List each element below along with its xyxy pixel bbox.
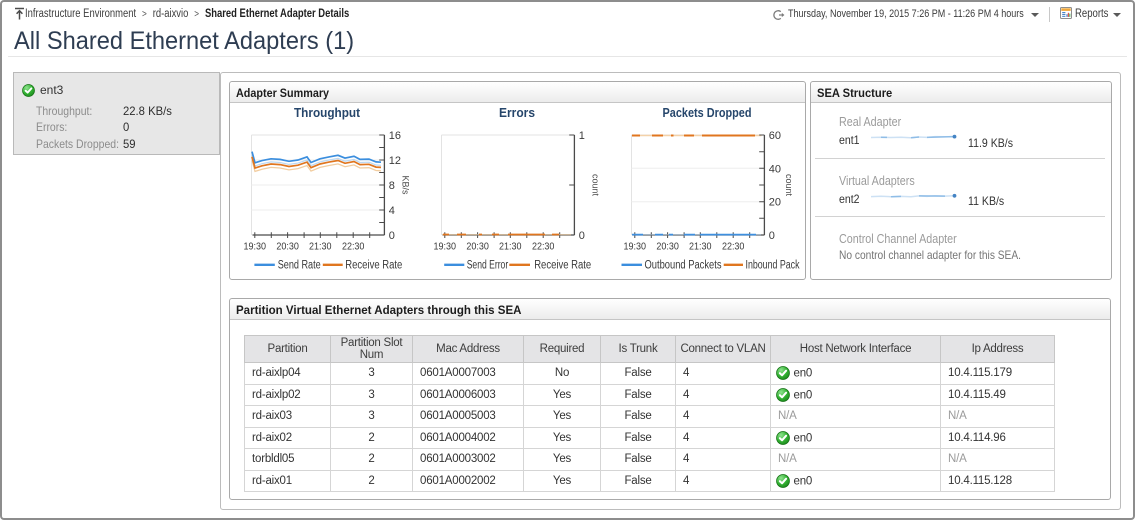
- svg-text:Inbound Pack: Inbound Pack: [746, 260, 800, 272]
- svg-text:Packets Dropped: Packets Dropped: [663, 105, 752, 120]
- svg-text:12: 12: [389, 155, 401, 167]
- svg-text:19:30: 19:30: [434, 241, 457, 253]
- svg-text:20:30: 20:30: [276, 241, 299, 253]
- svg-text:20:30: 20:30: [466, 241, 489, 253]
- svg-text:Send Rate: Send Rate: [278, 260, 321, 272]
- svg-text:Errors: Errors: [499, 105, 535, 120]
- svg-text:21:30: 21:30: [309, 241, 332, 253]
- svg-text:22:30: 22:30: [342, 241, 365, 253]
- svg-text:count: count: [784, 174, 794, 197]
- svg-text:0: 0: [769, 230, 775, 242]
- svg-text:19:30: 19:30: [244, 241, 267, 253]
- svg-text:19:30: 19:30: [624, 241, 647, 253]
- svg-text:Outbound Packets: Outbound Packets: [645, 260, 722, 272]
- svg-text:22:30: 22:30: [722, 241, 745, 253]
- svg-text:4: 4: [389, 205, 395, 217]
- svg-text:8: 8: [389, 180, 395, 192]
- svg-text:60: 60: [769, 130, 781, 142]
- svg-text:16: 16: [389, 130, 401, 142]
- svg-text:Send Error: Send Error: [467, 260, 509, 272]
- svg-text:21:30: 21:30: [689, 241, 712, 253]
- svg-text:21:30: 21:30: [499, 241, 522, 253]
- svg-text:KB/s: KB/s: [401, 175, 411, 195]
- svg-text:22:30: 22:30: [532, 241, 555, 253]
- svg-text:20: 20: [769, 197, 781, 209]
- svg-text:Throughput: Throughput: [294, 105, 361, 120]
- svg-text:Receive Rate: Receive Rate: [345, 260, 402, 272]
- svg-text:Receive Rate: Receive Rate: [534, 260, 591, 272]
- svg-text:1: 1: [579, 130, 585, 142]
- svg-text:40: 40: [769, 163, 781, 175]
- svg-text:count: count: [591, 174, 601, 197]
- svg-text:0: 0: [579, 230, 585, 242]
- svg-text:0: 0: [389, 230, 395, 242]
- svg-text:20:30: 20:30: [656, 241, 679, 253]
